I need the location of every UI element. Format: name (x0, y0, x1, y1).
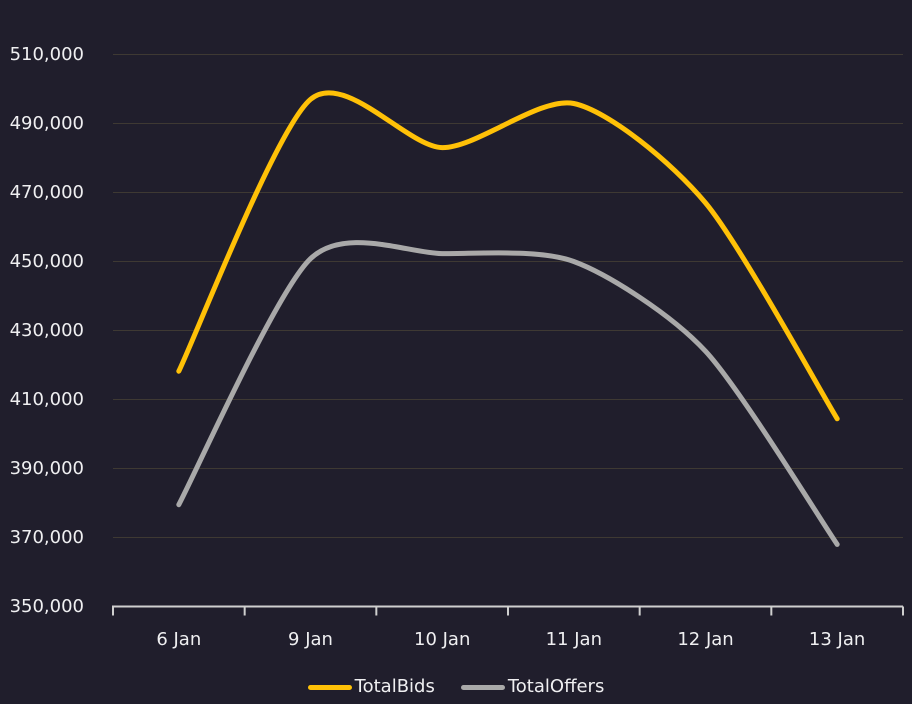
totalbids-swatch (307, 684, 352, 690)
totalbids-line (176, 90, 840, 422)
legend: TotalBids TotalOffers (0, 678, 912, 696)
y-tick-label: 470,000 (10, 182, 84, 203)
x-tick-label: 6 Jan (156, 629, 201, 650)
totalbids-legend-label: TotalBids (354, 676, 435, 697)
gridlines (113, 54, 903, 538)
totaloffers-line (176, 240, 840, 547)
legend-item-totaloffers[interactable]: TotalOffers (460, 676, 605, 697)
x-tick-label: 9 Jan (288, 629, 333, 650)
x-tick-label: 11 Jan (546, 629, 602, 650)
y-tick-label: 490,000 (10, 113, 84, 134)
y-tick-label: 410,000 (10, 389, 84, 410)
y-tick-label: 430,000 (10, 320, 84, 341)
x-tick-label: 12 Jan (677, 629, 733, 650)
totaloffers-swatch (460, 684, 505, 690)
x-axis-labels: 6 Jan 9 Jan 10 Jan 11 Jan 12 Jan 13 Jan (156, 629, 865, 650)
x-tick-label: 10 Jan (414, 629, 470, 650)
x-tick-label: 13 Jan (809, 629, 865, 650)
y-tick-label: 450,000 (10, 251, 84, 272)
y-axis-labels: 510,000 490,000 470,000 450,000 430,000 … (10, 44, 84, 617)
y-tick-label: 390,000 (10, 458, 84, 479)
legend-item-totalbids[interactable]: TotalBids (307, 676, 435, 697)
y-tick-label: 510,000 (10, 44, 84, 65)
y-tick-label: 350,000 (10, 596, 84, 617)
x-axis (112, 605, 904, 616)
y-tick-label: 370,000 (10, 527, 84, 548)
totaloffers-legend-label: TotalOffers (507, 676, 605, 697)
